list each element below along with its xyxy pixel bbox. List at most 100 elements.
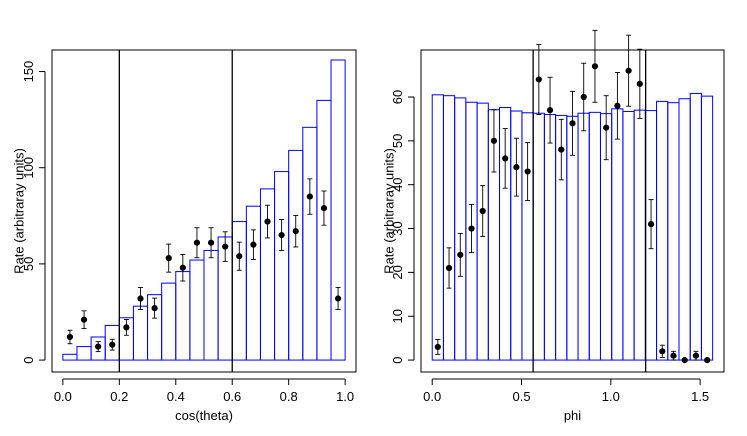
x-tick-label: 1.5 (691, 389, 709, 404)
x-tick-label: 1.0 (336, 389, 354, 404)
data-point (591, 63, 599, 70)
data-point (569, 120, 576, 127)
data-point (502, 155, 509, 162)
y-axis-cos-theta: 0 50 100 150 (21, 61, 46, 364)
data-point (468, 225, 475, 232)
x-tick-label: 0.6 (223, 389, 241, 404)
data-point (636, 80, 643, 87)
data-point (704, 356, 711, 364)
data-point (692, 352, 700, 359)
data-point (264, 218, 271, 225)
hist-bar (288, 149, 304, 361)
data-point (95, 343, 102, 350)
hist-bar (667, 102, 680, 361)
data-point (292, 228, 299, 235)
x-tick-label: 0.0 (54, 389, 72, 404)
hist-bar (577, 112, 590, 361)
hist-bar (132, 305, 149, 361)
hist-bar (189, 259, 205, 361)
data-point (670, 352, 677, 359)
y-axis-label-cos-theta: Rate (arbitraray units) (11, 148, 26, 274)
plot-area-phi (431, 29, 714, 372)
data-point (222, 243, 229, 250)
y-tick-label: 50 (390, 134, 405, 148)
plot-area-cos-theta (62, 50, 346, 372)
hist-bar (302, 126, 318, 361)
hist-bar (62, 353, 78, 361)
hist-bar (656, 100, 669, 361)
hist-bar (611, 108, 624, 361)
y-tick-label: 150 (21, 61, 36, 83)
x-tick-label: 0.5 (512, 389, 530, 404)
data-point (165, 255, 172, 262)
hist-bar (316, 99, 332, 361)
y-tick-label: 100 (21, 157, 36, 179)
x-tick-label: 0.2 (110, 389, 128, 404)
data-point (546, 107, 554, 114)
y-tick-label: 60 (390, 90, 405, 104)
x-tick-label: 0.8 (280, 389, 298, 404)
hist-bar (454, 97, 467, 361)
data-point (614, 102, 621, 109)
x-tick-label: 0.4 (167, 389, 185, 404)
hist-bar (175, 271, 191, 361)
hist-bar (245, 205, 261, 361)
data-point (479, 207, 486, 215)
x-axis-cos-theta: 0.0 0.2 0.4 0.6 0.8 1.0 (54, 378, 354, 404)
y-tick-label: 30 (390, 221, 405, 235)
hist-bar (633, 109, 646, 361)
data-point (558, 146, 565, 153)
plot-box-cos-theta (51, 49, 357, 373)
x-axis-label-phi: phi (564, 408, 581, 423)
data-point (80, 316, 88, 323)
hist-bar (678, 98, 691, 361)
hist-bar (274, 171, 290, 361)
y-tick-label: 10 (390, 309, 405, 323)
hist-bar (330, 59, 346, 361)
data-point (457, 251, 464, 258)
data-point (513, 164, 520, 171)
hist-bar (203, 249, 219, 361)
data-point (681, 356, 688, 364)
hist-bar (161, 282, 177, 361)
data-point (445, 264, 453, 272)
hist-bar (700, 95, 714, 361)
data-point (151, 305, 158, 312)
data-point (123, 324, 130, 331)
hist-bar (689, 92, 702, 361)
data-point (137, 295, 144, 302)
data-point (524, 168, 531, 175)
panel-phi: 0.0 0.5 1.0 1.5 0 10 20 30 40 50 60 phi Rate (arb… (381, 29, 725, 423)
data-point (278, 231, 285, 239)
data-point (434, 343, 441, 351)
data-point (535, 76, 542, 83)
hist-bar (76, 346, 92, 361)
x-axis-label-cos-theta: cos(theta) (175, 408, 233, 423)
data-point (250, 241, 257, 248)
data-point (179, 264, 186, 271)
y-axis-phi: 0 10 20 30 40 50 60 (390, 90, 415, 364)
data-point (490, 137, 498, 144)
y-tick-label: 40 (390, 177, 405, 191)
hist-bar (442, 95, 456, 361)
x-axis-phi: 0.0 0.5 1.0 1.5 (423, 378, 709, 404)
data-point (193, 239, 201, 246)
data-point (659, 348, 666, 355)
data-point (109, 341, 116, 348)
y-tick-label: 0 (21, 356, 36, 363)
data-point (207, 239, 215, 246)
data-point (306, 193, 313, 200)
data-point (580, 93, 587, 101)
hist-bar (431, 94, 444, 361)
y-tick-label: 20 (390, 265, 405, 279)
hist-bar (588, 111, 601, 361)
y-tick-label: 0 (390, 356, 405, 363)
x-tick-label: 1.0 (602, 389, 620, 404)
y-axis-label-phi: Rate (arbitraray units) (381, 148, 396, 274)
data-point (334, 295, 342, 302)
data-point (236, 253, 243, 260)
hist-bar (532, 112, 545, 361)
hist-bar (622, 110, 635, 361)
